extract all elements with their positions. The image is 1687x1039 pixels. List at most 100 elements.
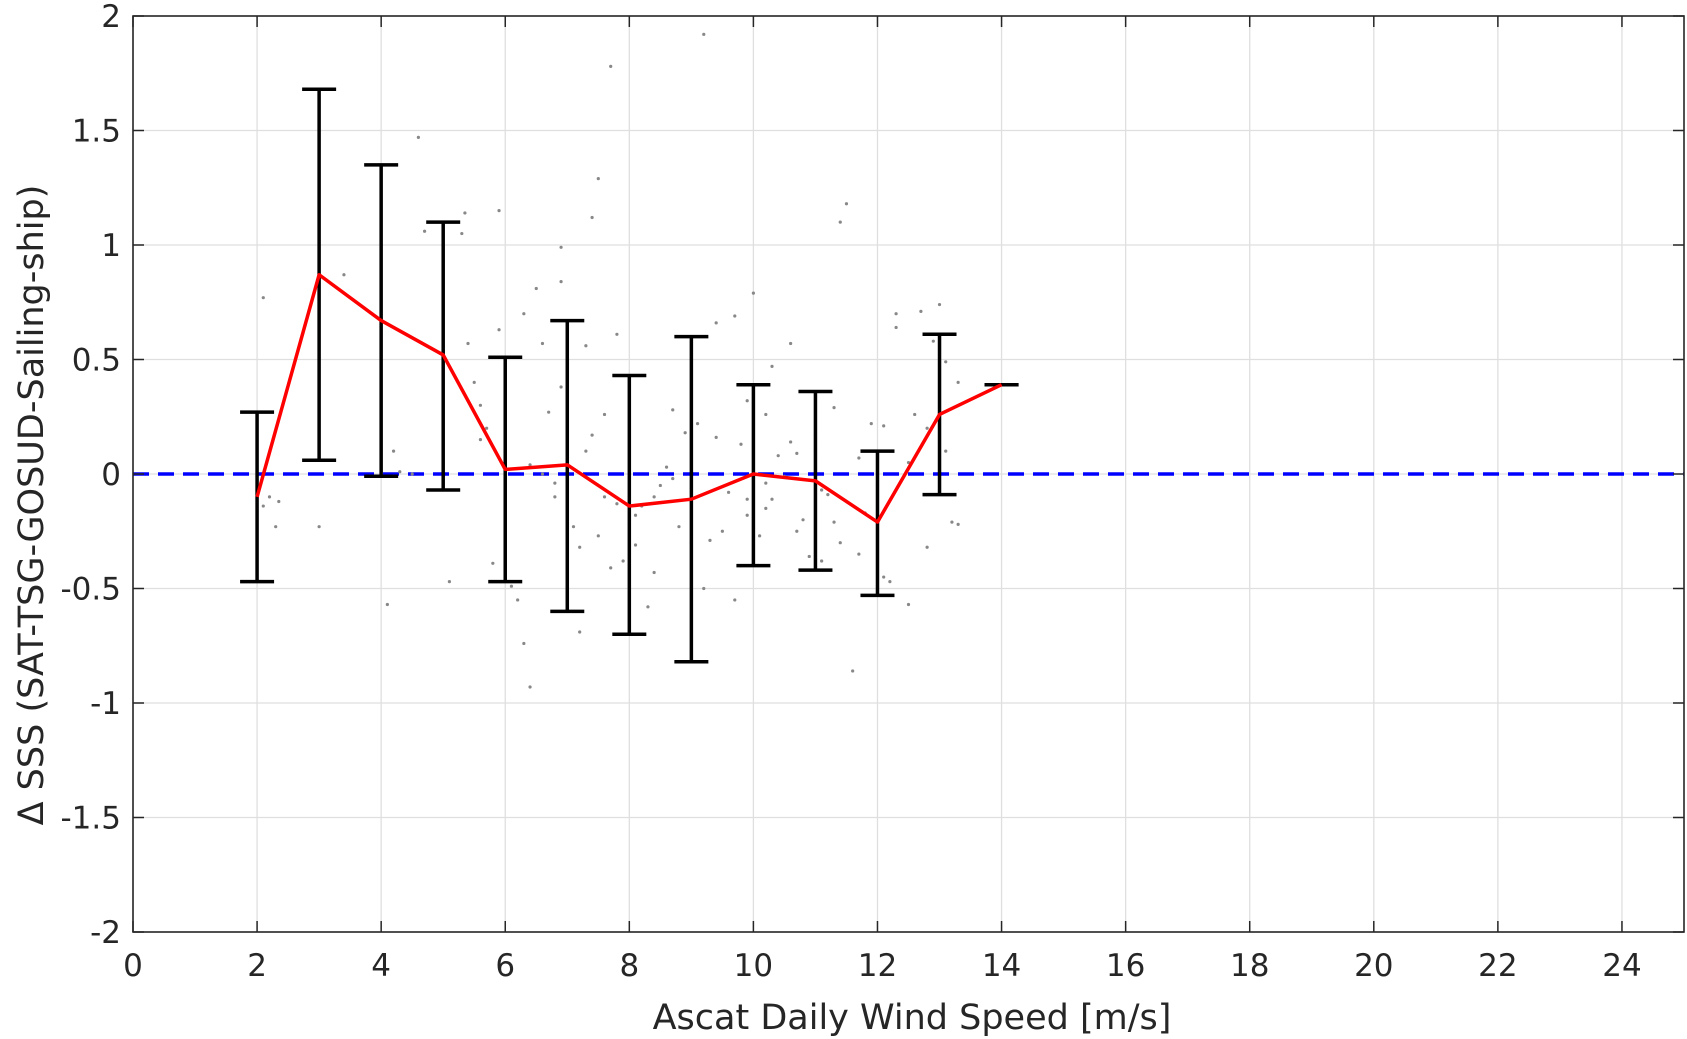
scatter-point [820, 559, 824, 563]
scatter-point [789, 341, 793, 346]
scatter-point [553, 495, 557, 499]
scatter-point [720, 529, 724, 533]
scatter-point [807, 554, 811, 559]
scatter-point [838, 220, 842, 224]
x-tick-label: 6 [495, 948, 515, 984]
scatter-point [820, 488, 824, 492]
y-axis-title: Δ SSS (SAT-TSG-GOSUD-Sailing-ship) [12, 185, 52, 826]
scatter-point [919, 309, 923, 314]
scatter-point [609, 566, 613, 570]
scatter-point [416, 135, 420, 139]
scatter-point [795, 451, 799, 455]
scatter-point [509, 584, 514, 588]
scatter-point [559, 385, 563, 389]
y-tick-label: -0.5 [61, 572, 122, 608]
scatter-point [463, 211, 467, 215]
scatter-point [578, 545, 582, 549]
scatter-point [857, 552, 861, 556]
scatter-point [385, 602, 389, 607]
scatter-point [851, 669, 855, 673]
y-tick-label: -1.5 [61, 801, 122, 837]
scatter-point [528, 685, 532, 689]
scatter-point [888, 580, 892, 584]
scatter-point [516, 598, 520, 602]
scatter-point [410, 472, 414, 476]
scatter-point [826, 493, 830, 497]
scatter-point [342, 273, 346, 277]
scatter-point [764, 412, 768, 417]
scatter-point [702, 586, 706, 591]
scatter-point [944, 449, 948, 453]
scatter-point [522, 312, 526, 316]
scatter-point [609, 64, 613, 68]
scatter-point [913, 412, 917, 417]
scatter-point [478, 403, 483, 407]
scatter-point [602, 412, 607, 417]
scatter-point [789, 440, 793, 444]
scatter-point [745, 399, 749, 403]
scatter-point [267, 495, 272, 499]
scatter-point [522, 641, 526, 646]
x-tick-label: 12 [858, 948, 897, 984]
scatter-point [633, 543, 638, 547]
scatter-point [547, 410, 551, 414]
scatter-point [751, 291, 756, 295]
scatter-point [528, 463, 532, 467]
scatter-point [906, 460, 911, 465]
scatter-point [652, 495, 656, 499]
scatter-point [702, 32, 706, 36]
scatter-point [466, 341, 470, 346]
y-tick-label: 0.5 [72, 343, 121, 379]
scatter-point [764, 481, 768, 485]
scatter-point [478, 438, 483, 442]
scatter-point [571, 525, 576, 529]
scatter-point [733, 314, 737, 318]
scatter-point [695, 422, 700, 426]
scatter-point [708, 538, 712, 543]
y-tick-label: 1.5 [72, 114, 121, 150]
scatter-point [398, 470, 402, 474]
scatter-point [615, 502, 619, 506]
scatter-point [277, 499, 281, 504]
scatter-point [801, 518, 805, 522]
mean-line [255, 273, 1003, 524]
scatter-point [745, 513, 749, 517]
scatter-point [596, 534, 600, 538]
scatter-point [646, 605, 650, 609]
scatter-point [590, 433, 594, 437]
scatter-point [422, 229, 427, 233]
scatter-point [534, 286, 538, 291]
x-tick-label: 20 [1354, 948, 1393, 984]
scatter-point [726, 490, 731, 494]
scatter-point [491, 561, 495, 565]
scatter-point [261, 296, 265, 300]
scatter-point [776, 454, 780, 458]
scatter-point [944, 360, 948, 364]
x-tick-label: 2 [247, 948, 267, 984]
scatter-point [602, 495, 607, 499]
scatter-point [578, 630, 582, 634]
tick-label-layer: 0 2 4 6 8 10 12 14 16 18 20 22 24-2-1.5-1-0.500.511.… [61, 0, 1642, 984]
scatter-point [652, 570, 656, 575]
scatter-point [894, 312, 898, 316]
scatter-point [894, 325, 898, 330]
scatter-point [950, 520, 954, 524]
scatter-point [795, 529, 799, 533]
scatter-point [497, 209, 501, 213]
scatter-point [714, 435, 718, 439]
x-tick-label: 8 [619, 948, 639, 984]
scatter-point [739, 442, 743, 446]
scatter-point [559, 245, 563, 249]
x-tick-label: 24 [1602, 948, 1641, 984]
scatter-point [956, 522, 960, 526]
scatter-point [677, 525, 681, 529]
scatter-point [758, 534, 762, 538]
scatter-point [615, 332, 619, 336]
y-tick-label: -2 [90, 915, 121, 951]
y-tick-label: 1 [101, 228, 121, 264]
scatter-point [844, 202, 849, 206]
scatter-point [671, 476, 675, 481]
scatter-point [590, 215, 594, 220]
y-tick-label: 2 [101, 0, 121, 35]
